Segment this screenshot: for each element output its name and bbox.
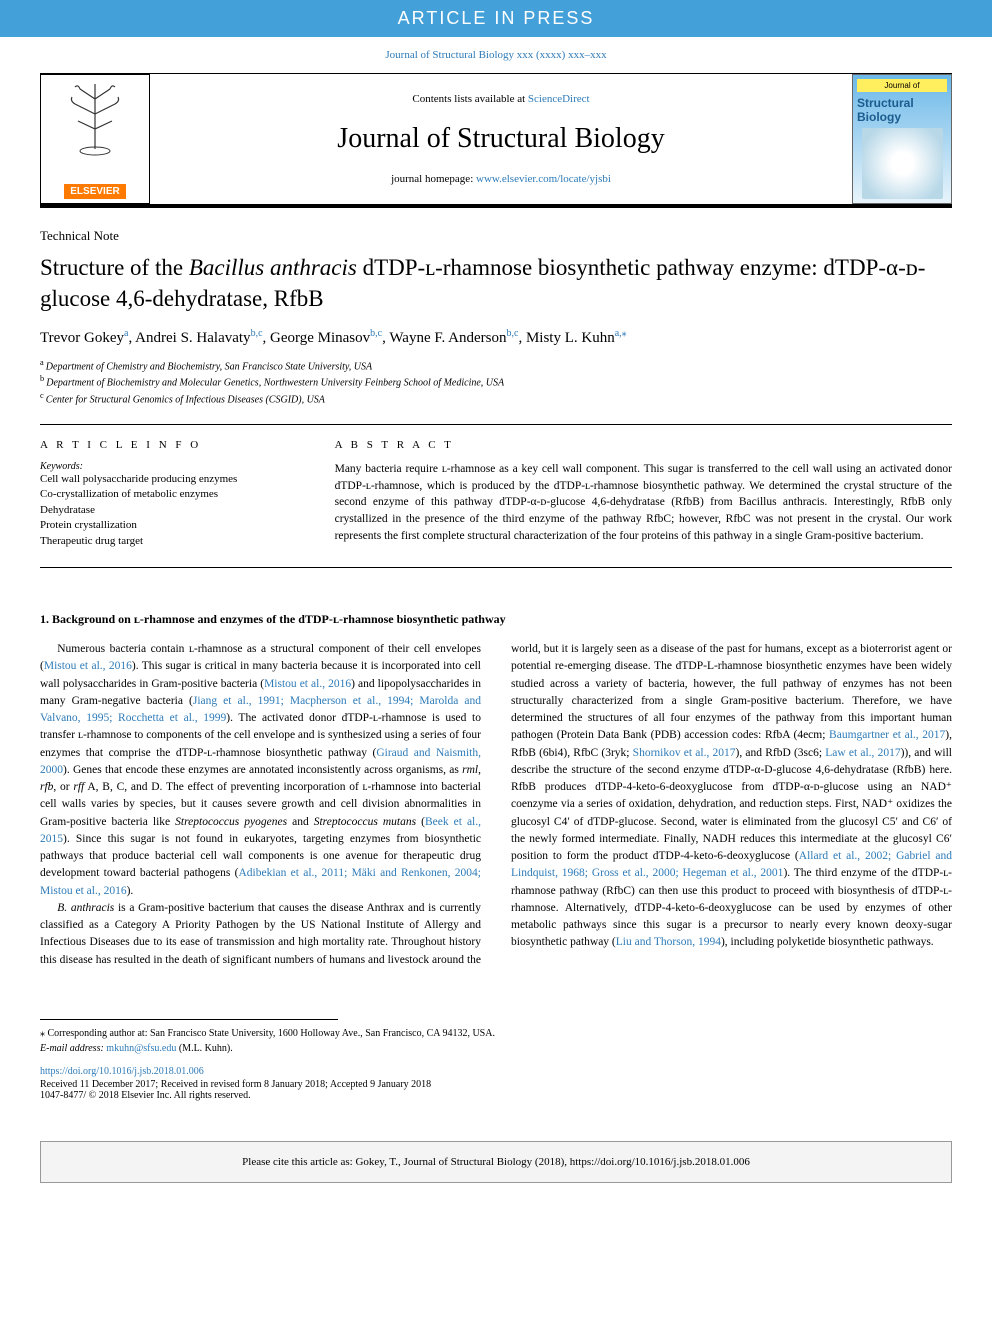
journal-cover-thumbnail: Journal of Structural Biology (852, 74, 952, 204)
author-sup: b,c (251, 328, 263, 339)
title-em1: Bacillus anthracis (189, 255, 357, 280)
para1: Numerous bacteria contain ʟ-rhamnose as … (40, 641, 481, 900)
t: , (478, 764, 481, 776)
divider-top (40, 424, 952, 425)
article-info-label: A R T I C L E I N F O (40, 439, 305, 461)
t: ), including polyketide biosynthetic pat… (721, 936, 934, 948)
t: , or (53, 781, 73, 793)
author: Misty L. Kuhna,⁎ (526, 330, 627, 346)
journal-header: ELSEVIER Contents lists available at Sci… (40, 73, 952, 208)
t: )), and will describe the structure of t… (511, 747, 952, 863)
section-heading: 1. Background on ʟ-rhamnose and enzymes … (40, 612, 952, 641)
em: rml (462, 764, 478, 776)
contents-available: Contents lists available at ScienceDirec… (160, 93, 842, 115)
info-abstract-row: A R T I C L E I N F O Keywords: Cell wal… (40, 439, 952, 549)
journal-homepage: journal homepage: www.elsevier.com/locat… (160, 163, 842, 185)
cover-image-area (862, 128, 943, 199)
copyright-line: 1047-8477/ © 2018 Elsevier Inc. All righ… (0, 1090, 992, 1121)
author: Wayne F. Andersonb,c (389, 330, 518, 346)
em: rfb (40, 781, 53, 793)
elsevier-tree-icon (60, 79, 130, 159)
keywords-list: Cell wall polysaccharide producing enzym… (40, 472, 305, 549)
em: Streptococcus mutans (314, 816, 416, 828)
author: George Minasovb,c (270, 330, 382, 346)
keyword: Co-crystallization of metabolic enzymes (40, 487, 305, 502)
email-label: E-mail address: (40, 1043, 106, 1054)
article-in-press-banner: ARTICLE IN PRESS (0, 0, 992, 37)
keyword: Protein crystallization (40, 518, 305, 533)
keyword: Dehydratase (40, 503, 305, 518)
em: B. anthracis (57, 902, 114, 914)
cite[interactable]: Law et al., 2017 (825, 747, 900, 759)
cite[interactable]: Shornikov et al., 2017 (633, 747, 736, 759)
affiliations: a Department of Chemistry and Biochemist… (40, 357, 952, 406)
article-type: Technical Note (40, 228, 952, 252)
cite[interactable]: Liu and Thorson, 1994 (616, 936, 721, 948)
abstract-column: A B S T R A C T Many bacteria require ʟ-… (335, 439, 952, 549)
abstract-text: Many bacteria require ʟ-rhamnose as a ke… (335, 461, 952, 544)
author: Trevor Gokeya (40, 330, 128, 346)
sciencedirect-link[interactable]: ScienceDirect (528, 93, 590, 105)
author-sup: a,⁎ (615, 328, 627, 339)
t: ), and RfbD (3sc6; (736, 747, 826, 759)
article-title: Structure of the Bacillus anthracis dTDP… (40, 252, 952, 328)
cite[interactable]: Baumgartner et al., 2017 (829, 729, 945, 741)
cite[interactable]: Mistou et al., 2016 (44, 660, 132, 672)
affiliation: a Department of Chemistry and Biochemist… (40, 357, 952, 373)
affiliation: c Center for Structural Genomics of Infe… (40, 390, 952, 406)
t: ). (127, 885, 134, 897)
footnotes: ⁎ Corresponding author at: San Francisco… (0, 1026, 992, 1056)
homepage-link[interactable]: www.elsevier.com/locate/yjsbi (476, 173, 611, 185)
t: and (287, 816, 314, 828)
title-part1: Structure of the (40, 255, 189, 280)
keywords-label: Keywords: (40, 461, 305, 472)
journal-name: Journal of Structural Biology (160, 115, 842, 163)
cover-top-label: Journal of (857, 79, 947, 92)
elsevier-label: ELSEVIER (64, 184, 125, 199)
contents-prefix: Contents lists available at (412, 93, 527, 105)
keyword: Therapeutic drug target (40, 534, 305, 549)
citation-box: Please cite this article as: Gokey, T., … (40, 1141, 952, 1183)
t: ( (416, 816, 425, 828)
doi-link[interactable]: https://doi.org/10.1016/j.jsb.2018.01.00… (0, 1056, 992, 1079)
email-link[interactable]: mkuhn@sfsu.edu (106, 1043, 176, 1054)
article-info-column: A R T I C L E I N F O Keywords: Cell wal… (40, 439, 305, 549)
cite[interactable]: Mistou et al., 2016 (264, 678, 351, 690)
author: Andrei S. Halavatyb,c (135, 330, 262, 346)
email-line: E-mail address: mkuhn@sfsu.edu (M.L. Kuh… (40, 1041, 952, 1056)
keyword: Cell wall polysaccharide producing enzym… (40, 472, 305, 487)
elsevier-logo: ELSEVIER (40, 74, 150, 204)
journal-reference: Journal of Structural Biology xxx (xxxx)… (0, 37, 992, 73)
corresponding-author: ⁎ Corresponding author at: San Francisco… (40, 1026, 952, 1041)
body-section: 1. Background on ʟ-rhamnose and enzymes … (40, 582, 952, 969)
cover-title: Structural Biology (857, 92, 947, 128)
abstract-label: A B S T R A C T (335, 439, 952, 461)
affiliation: b Department of Biochemistry and Molecul… (40, 373, 952, 389)
body-columns: Numerous bacteria contain ʟ-rhamnose as … (40, 641, 952, 969)
author-sup: a (124, 328, 128, 339)
em: Streptococcus pyogenes (175, 816, 287, 828)
homepage-prefix: journal homepage: (391, 173, 476, 185)
authors-line: Trevor Gokeya, Andrei S. Halavatyb,c, Ge… (40, 328, 952, 357)
author-sup: b,c (507, 328, 519, 339)
em: rff (73, 781, 84, 793)
divider-bottom (40, 567, 952, 568)
footnote-separator (40, 1019, 338, 1020)
author-sup: b,c (370, 328, 382, 339)
email-suffix: (M.L. Kuhn). (176, 1043, 232, 1054)
t: ). Genes that encode these enzymes are a… (63, 764, 462, 776)
header-center: Contents lists available at ScienceDirec… (150, 83, 852, 195)
received-dates: Received 11 December 2017; Received in r… (0, 1079, 992, 1090)
